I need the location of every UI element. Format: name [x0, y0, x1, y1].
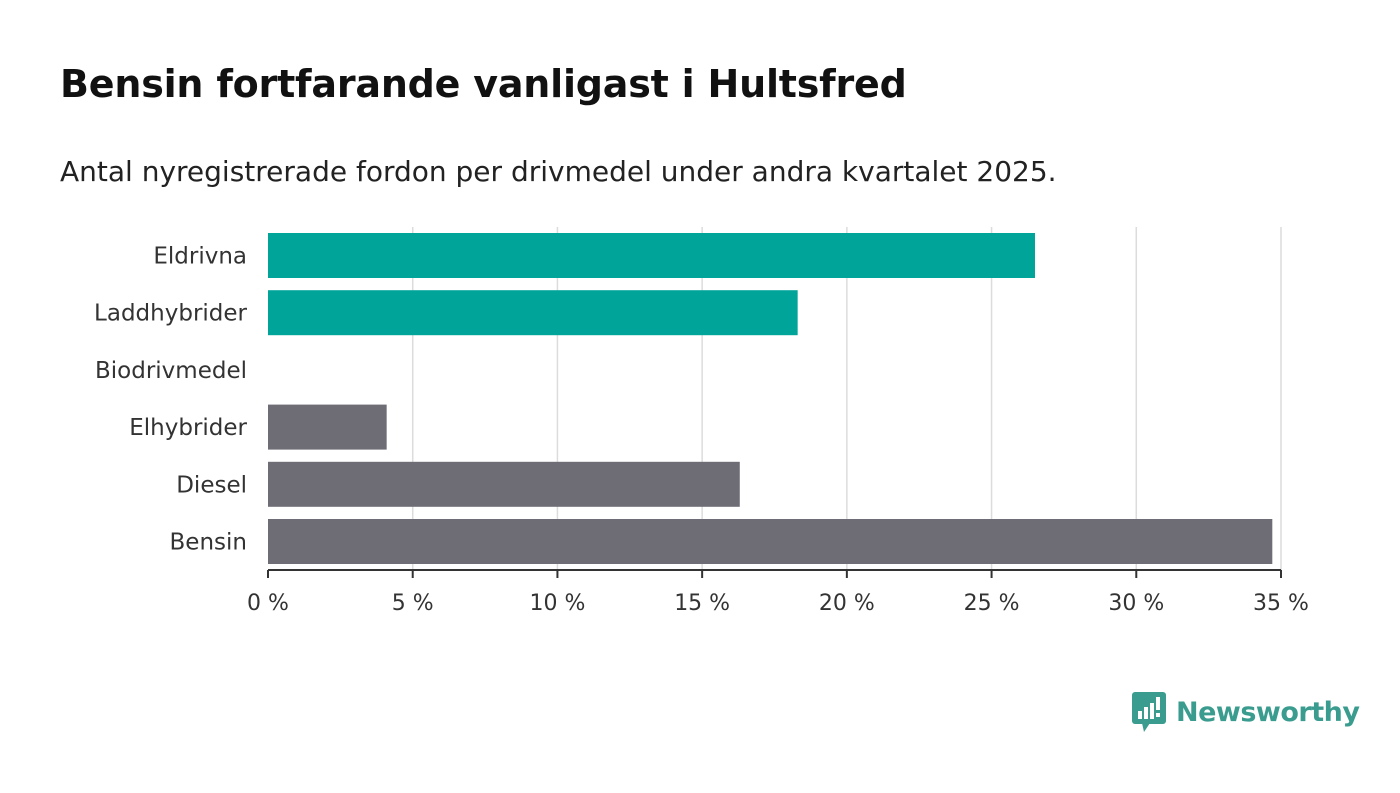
bar-diesel — [268, 461, 740, 507]
x-tick-label-30: 30 % — [1108, 591, 1164, 616]
x-tick-label-25: 25 % — [964, 591, 1020, 616]
bar-eldrivna — [268, 233, 1035, 278]
newsworthy-logo: Newsworthy — [1132, 692, 1360, 732]
chart-title: Bensin fortfarande vanligast i Hultsfred — [60, 62, 907, 106]
bars — [268, 233, 1273, 564]
x-tick-label-20: 20 % — [819, 591, 875, 616]
bar-chart-speech-bubble-icon — [1132, 692, 1166, 732]
x-axis: 0 % 5 % 10 % 15 % 20 % 25 % 30 % 35 % — [247, 569, 1309, 616]
gridlines — [411, 227, 1282, 570]
category-label-laddhybrider: Laddhybrider — [94, 301, 247, 327]
bar-bensin — [268, 519, 1273, 564]
category-label-elhybrider: Elhybrider — [129, 415, 247, 441]
x-tick-label-10: 10 % — [529, 591, 585, 616]
category-label-bensin: Bensin — [170, 530, 247, 556]
category-label-eldrivna: Eldrivna — [153, 244, 247, 270]
bar-elhybrider — [268, 404, 387, 450]
category-label-biodrivmedel: Biodrivmedel — [95, 358, 247, 384]
x-tick-label-35: 35 % — [1253, 591, 1309, 616]
bar-laddhybrider — [268, 290, 798, 336]
x-tick-label-5: 5 % — [392, 591, 434, 616]
logo-text: Newsworthy — [1176, 696, 1360, 728]
x-tick-label-0: 0 % — [247, 591, 289, 616]
x-tick-label-15: 15 % — [674, 591, 730, 616]
category-labels: Eldrivna Laddhybrider Biodrivmedel Elhybrid… — [94, 244, 247, 556]
category-label-diesel: Diesel — [176, 472, 247, 498]
chart-subtitle: Antal nyregistrerade fordon per drivmede… — [60, 155, 1057, 188]
